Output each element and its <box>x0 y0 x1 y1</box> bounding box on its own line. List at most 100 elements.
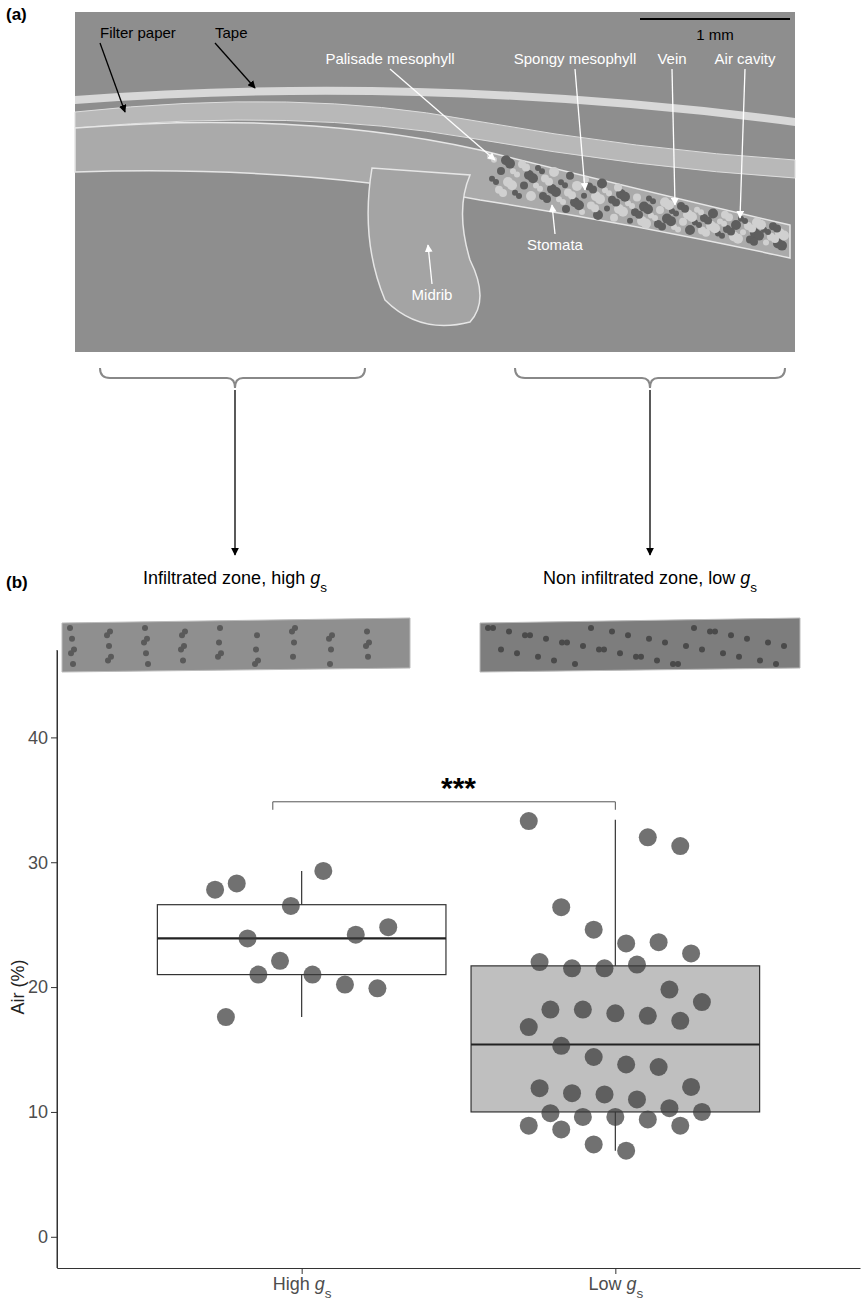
cell <box>702 229 710 237</box>
cell <box>666 216 676 226</box>
cell <box>736 654 742 660</box>
cell <box>658 223 666 231</box>
zone-arrow <box>649 390 650 555</box>
cell <box>595 194 605 204</box>
tick: 0 <box>38 1227 57 1247</box>
data-point <box>303 966 321 984</box>
cell <box>108 654 114 660</box>
data-point <box>682 1078 700 1096</box>
box <box>471 966 760 1112</box>
cell <box>328 647 334 653</box>
data-point <box>563 1084 581 1102</box>
cell <box>145 661 151 667</box>
zone-title: Non infiltrated zone, low gs <box>543 568 757 595</box>
cell <box>551 187 561 197</box>
data-point <box>379 918 397 936</box>
cell <box>685 225 695 235</box>
cell <box>562 205 570 213</box>
tick-label: 20 <box>28 977 48 997</box>
median <box>157 937 446 939</box>
data-point <box>217 1008 235 1026</box>
cell <box>733 234 743 244</box>
data-point <box>693 993 711 1011</box>
data-point <box>693 1103 711 1121</box>
cell <box>493 179 499 185</box>
midrib-shape <box>368 168 480 326</box>
tick-label: High gs <box>273 1274 332 1301</box>
cell <box>506 629 512 635</box>
cell <box>560 199 566 205</box>
label-arrow <box>672 69 675 205</box>
cell <box>744 636 750 642</box>
cell <box>638 654 644 660</box>
data-point <box>239 929 257 947</box>
cell <box>614 183 622 191</box>
data-point <box>563 959 581 977</box>
data-point <box>660 981 678 999</box>
cell <box>779 230 789 240</box>
tick-label: 10 <box>28 1102 48 1122</box>
tick-label: 0 <box>38 1227 48 1247</box>
label-arrow <box>740 69 745 218</box>
zone-bracket <box>100 368 365 388</box>
cell <box>765 639 771 645</box>
cell <box>497 167 505 175</box>
cell <box>490 625 496 631</box>
cell <box>535 654 541 660</box>
data-point <box>585 1048 603 1066</box>
data-point <box>541 1001 559 1019</box>
cell <box>572 661 578 667</box>
data-point <box>585 1135 603 1153</box>
cell <box>720 650 726 656</box>
cell <box>507 180 517 190</box>
cell <box>696 222 702 228</box>
cell <box>505 159 515 169</box>
cell <box>740 229 746 235</box>
cell <box>572 181 582 191</box>
zone-image <box>62 618 410 672</box>
cell <box>516 193 522 199</box>
data-point <box>249 966 267 984</box>
zone-title: Infiltrated zone, high gs <box>143 568 327 595</box>
cell <box>727 227 735 235</box>
cell <box>143 650 149 656</box>
cell <box>712 629 718 635</box>
cell <box>69 636 75 642</box>
cell <box>589 186 597 194</box>
tick-mark <box>51 1237 57 1238</box>
cell <box>537 186 543 192</box>
cell <box>612 199 620 207</box>
tick-label: 40 <box>28 728 48 748</box>
tick-mark <box>51 737 57 738</box>
data-point <box>639 1110 657 1128</box>
cell <box>253 647 259 653</box>
tick: 30 <box>28 853 57 873</box>
data-point <box>617 934 635 952</box>
cell <box>366 639 372 645</box>
cell <box>218 650 224 656</box>
panel-a: (a)1 mmFilter paperTapePalisade mesophyl… <box>6 5 795 352</box>
box <box>157 905 446 975</box>
cell <box>180 657 186 663</box>
cell <box>756 220 766 230</box>
data-point <box>628 1090 646 1108</box>
cell <box>255 657 261 663</box>
cell <box>365 654 371 660</box>
data-point <box>520 812 538 830</box>
image-label: Tape <box>215 24 248 41</box>
cell <box>664 200 674 210</box>
cell <box>291 639 297 645</box>
cell <box>728 632 734 638</box>
cell <box>564 639 570 645</box>
cell <box>216 639 222 645</box>
cell <box>562 182 568 188</box>
cell <box>543 195 551 203</box>
data-point <box>660 1099 678 1117</box>
tick: 10 <box>28 1102 57 1122</box>
cell <box>528 173 538 183</box>
cell <box>601 647 607 653</box>
cell <box>763 240 769 246</box>
cell <box>704 216 712 224</box>
cell <box>499 189 507 197</box>
data-point <box>574 1108 592 1126</box>
